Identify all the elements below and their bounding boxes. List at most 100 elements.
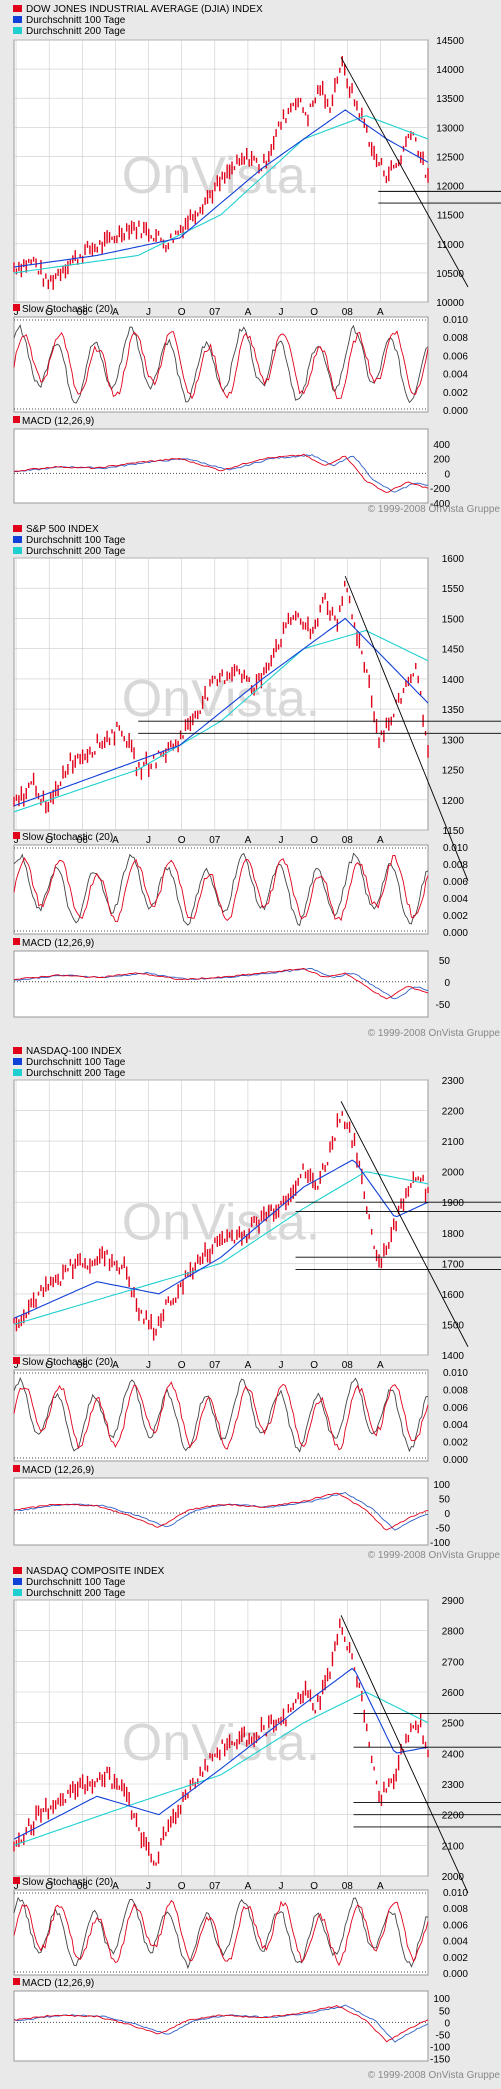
legend-ma200-swatch — [13, 1069, 22, 1076]
price-bars — [13, 580, 429, 814]
legend-ma100: Durchschnitt 100 Tage — [26, 1057, 126, 1068]
y-tick-label: 1800 — [442, 1229, 465, 1240]
stochastic-panel — [13, 1889, 429, 1976]
stochastic-tick-label: 0.010 — [443, 843, 468, 854]
macd-tick-label: 50 — [439, 2006, 451, 2017]
stochastic-tick-label: 0.002 — [443, 1953, 468, 1964]
stochastic-tick-label: 0.006 — [443, 877, 468, 888]
stochastic-line — [13, 330, 429, 400]
macd-tick-label: 100 — [433, 1480, 450, 1491]
x-tick-label: A — [377, 1881, 384, 1892]
stochastic-tick-label: 0.008 — [443, 1904, 468, 1915]
macd-swatch — [13, 938, 20, 945]
y-tick-label: 1600 — [442, 1290, 465, 1301]
y-tick-label: 2000 — [442, 1872, 465, 1883]
stochastic-tick-label: 0.000 — [443, 406, 468, 417]
stochastic-swatch — [13, 1877, 20, 1884]
macd-tick-label: 0 — [444, 469, 450, 480]
macd-signal-line — [13, 2004, 429, 2043]
y-tick-label: 2800 — [442, 1627, 465, 1638]
macd-tick-label: 0 — [444, 1509, 450, 1520]
legend-ma100-swatch — [13, 536, 22, 543]
x-tick-label: O — [45, 835, 53, 846]
y-tick-label: 1400 — [442, 1351, 465, 1362]
x-tick-label: O — [310, 307, 318, 318]
y-tick-label: 2100 — [442, 1841, 465, 1852]
y-tick-label: 2600 — [442, 1688, 465, 1699]
y-tick-label: 2300 — [442, 1780, 465, 1791]
price-panel — [13, 1599, 429, 1877]
macd-label: MACD (12,26,9) — [22, 1465, 94, 1476]
y-tick-label: 1700 — [442, 1259, 465, 1270]
x-tick-label: J — [279, 307, 284, 318]
chart-title: S&P 500 INDEX — [26, 524, 99, 535]
legend-ma200-swatch — [13, 1589, 22, 1596]
macd-line — [13, 453, 429, 493]
y-tick-label: 1200 — [442, 796, 465, 807]
chart-title-swatch — [13, 1047, 22, 1054]
macd-line — [13, 2004, 429, 2043]
x-tick-label: 07 — [209, 1881, 221, 1892]
legend-ma200: Durchschnitt 200 Tage — [26, 1588, 126, 1599]
watermark: OnVista. — [122, 1714, 320, 1772]
y-tick-label: 2300 — [442, 1076, 465, 1087]
watermark: OnVista. — [122, 147, 320, 205]
y-tick-label: 2900 — [442, 1596, 465, 1607]
macd-panel — [13, 428, 429, 504]
macd-tick-label: 0 — [444, 978, 450, 989]
x-tick-label: O — [45, 1360, 53, 1371]
x-tick-label: O — [178, 307, 186, 318]
x-tick-label: 06 — [77, 1881, 89, 1892]
stochastic-tick-label: 0.000 — [443, 928, 468, 939]
stochastic-line — [13, 1899, 429, 1967]
y-tick-label: 1550 — [442, 584, 465, 595]
macd-tick-label: -100 — [430, 2043, 450, 2054]
y-tick-label: 1500 — [442, 614, 465, 625]
ma100-line — [13, 617, 429, 807]
macd-tick-label: -50 — [436, 2030, 451, 2041]
y-tick-label: 1300 — [442, 735, 465, 746]
macd-label: MACD (12,26,9) — [22, 938, 94, 949]
macd-tick-label: 0 — [444, 2018, 450, 2029]
chart-title-swatch — [13, 1567, 22, 1574]
legend-ma100: Durchschnitt 100 Tage — [26, 15, 126, 26]
x-tick-label: A — [377, 1360, 384, 1371]
x-tick-label: J — [279, 835, 284, 846]
x-tick-label: 06 — [77, 307, 89, 318]
macd-tick-label: 200 — [433, 455, 450, 466]
trendline — [340, 1101, 469, 1347]
stochastic-tick-label: 0.002 — [443, 388, 468, 399]
x-tick-label: A — [245, 1881, 252, 1892]
trendline — [340, 57, 469, 288]
x-tick-label: A — [112, 1881, 119, 1892]
macd-tick-label: -100 — [430, 1538, 450, 1549]
y-tick-label: 10000 — [436, 298, 464, 309]
watermark: OnVista. — [122, 670, 320, 728]
legend-ma100-swatch — [13, 16, 22, 23]
macd-swatch — [13, 416, 20, 423]
macd-line — [13, 1492, 429, 1531]
stochastic-tick-label: 0.000 — [443, 1455, 468, 1466]
x-tick-label: A — [112, 307, 119, 318]
x-tick-label: O — [310, 1360, 318, 1371]
legend-ma200: Durchschnitt 200 Tage — [26, 1068, 126, 1079]
ma200-line — [13, 115, 429, 274]
x-tick-label: O — [178, 835, 186, 846]
legend-ma100-swatch — [13, 1058, 22, 1065]
stochastic-tick-label: 0.008 — [443, 1385, 468, 1396]
price-panel — [13, 557, 429, 831]
y-tick-label: 1250 — [442, 766, 465, 777]
trendline — [344, 575, 469, 882]
y-tick-label: 11000 — [437, 240, 465, 251]
stochastic-tick-label: 0.010 — [443, 1368, 468, 1379]
stochastic-tick-label: 0.004 — [443, 370, 468, 381]
stochastic-swatch — [13, 1357, 20, 1364]
x-tick-label: O — [178, 1881, 186, 1892]
stochastic-tick-label: 0.010 — [443, 315, 468, 326]
stochastic-tick-label: 0.004 — [443, 1937, 468, 1948]
y-tick-label: 1900 — [442, 1198, 465, 1209]
legend-ma100-swatch — [13, 1578, 22, 1585]
x-tick-label: 08 — [342, 307, 354, 318]
